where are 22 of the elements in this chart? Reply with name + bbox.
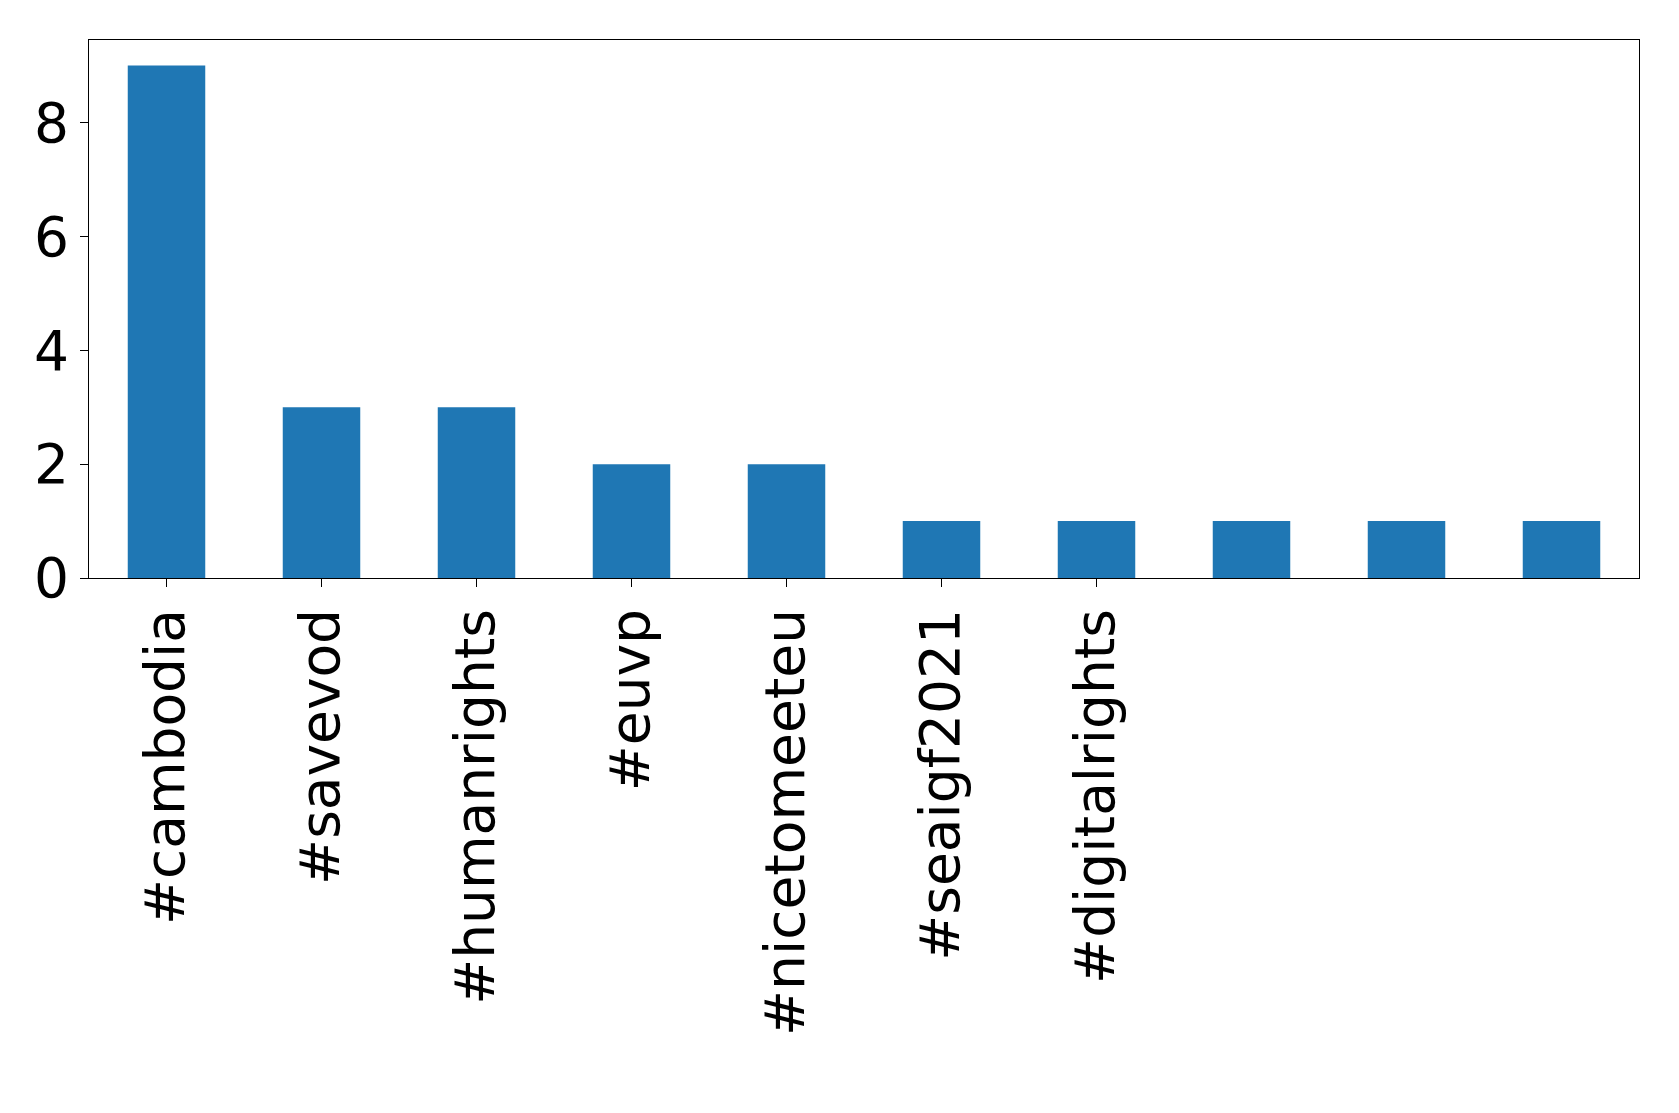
bar xyxy=(1367,521,1446,578)
bar xyxy=(127,65,206,578)
bar xyxy=(747,464,826,578)
x-tick-label: #digitalrights xyxy=(1063,609,1128,984)
x-tick-label: #humanrights xyxy=(443,609,508,1005)
x-tick-label: #nicetomeeteu xyxy=(753,609,818,1037)
y-tick-label: 8 xyxy=(34,90,69,155)
x-tick-label: #seaigf2021 xyxy=(908,609,973,961)
x-tick-label: #cambodia xyxy=(133,609,198,926)
bar xyxy=(1057,521,1136,578)
bar xyxy=(437,407,516,578)
y-tick-label: 6 xyxy=(34,204,69,269)
bar xyxy=(902,521,981,578)
x-tick-label: #savevod xyxy=(288,609,353,885)
bar xyxy=(1522,521,1601,578)
y-tick-label: 2 xyxy=(34,432,69,497)
bar xyxy=(592,464,671,578)
y-tick-label: 4 xyxy=(34,318,69,383)
x-tick-label: #euvp xyxy=(598,609,663,792)
bar xyxy=(1212,521,1291,578)
bar xyxy=(282,407,361,578)
y-tick-label: 0 xyxy=(34,546,69,611)
